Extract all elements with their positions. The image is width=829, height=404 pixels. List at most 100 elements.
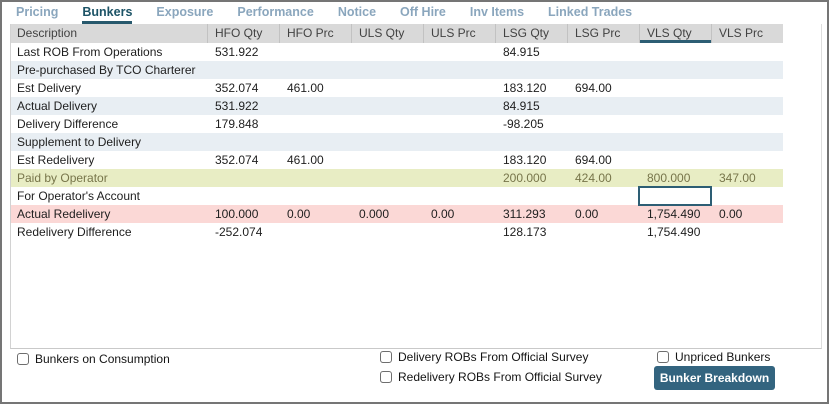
cell-hfo-prc[interactable] [279,43,351,61]
cell-vls-prc[interactable] [711,133,783,151]
cell-uls-prc[interactable] [423,169,495,187]
focused-cell-vls-qty[interactable] [638,186,712,206]
cell-hfo-qty[interactable]: 531.922 [215,99,259,113]
cell-vls-prc[interactable] [711,43,783,61]
cell-hfo-prc[interactable]: 461.00 [287,153,324,167]
cell-hfo-qty[interactable]: -252.074 [215,225,263,239]
checkbox-box[interactable] [380,371,392,383]
cell-uls-prc[interactable] [423,115,495,133]
cell-hfo-prc[interactable]: 461.00 [287,81,324,95]
cell-lsg-qty[interactable] [495,61,567,79]
cell-hfo-prc[interactable]: 0.00 [287,207,311,221]
column-header-hfo-prc[interactable]: HFO Prc [279,24,351,43]
column-header-uls-qty[interactable]: ULS Qty [351,24,423,43]
checkbox-box[interactable] [657,351,669,363]
cell-lsg-prc[interactable]: 0.00 [575,207,599,221]
cell-lsg-prc[interactable] [567,187,639,205]
cell-hfo-qty[interactable] [207,61,279,79]
cell-lsg-qty[interactable]: 128.173 [503,225,547,239]
cell-uls-qty[interactable] [351,187,423,205]
cell-uls-prc[interactable] [423,79,495,97]
column-header-description[interactable]: Description [17,26,78,40]
checkbox-redelivery-robs-official-survey[interactable]: Redelivery ROBs From Official Survey [380,370,602,384]
cell-vls-prc[interactable] [711,97,783,115]
cell-uls-qty[interactable] [351,61,423,79]
cell-vls-prc[interactable] [711,187,783,205]
cell-lsg-prc[interactable]: 424.00 [575,171,612,185]
tab-performance[interactable]: Performance [237,5,314,19]
cell-hfo-prc[interactable] [279,61,351,79]
cell-hfo-qty[interactable] [207,187,279,205]
cell-lsg-prc[interactable] [567,223,639,241]
cell-lsg-prc[interactable] [567,97,639,115]
cell-vls-qty[interactable] [639,43,711,61]
checkbox-bunkers-on-consumption[interactable]: Bunkers on Consumption [17,352,170,366]
column-header-lsg-prc[interactable]: LSG Prc [567,24,639,43]
cell-lsg-qty[interactable]: 84.915 [503,45,540,59]
column-header-vls-qty[interactable]: VLS Qty [639,24,711,43]
tab-inv-items[interactable]: Inv Items [469,5,525,19]
cell-uls-qty[interactable] [351,97,423,115]
cell-hfo-prc[interactable] [279,187,351,205]
cell-vls-qty[interactable] [639,133,711,151]
cell-hfo-qty[interactable]: 179.848 [215,117,259,131]
cell-uls-qty[interactable] [351,79,423,97]
cell-lsg-qty[interactable]: 200.000 [503,171,547,185]
checkbox-box[interactable] [380,351,392,363]
cell-uls-prc[interactable]: 0.00 [431,207,455,221]
cell-vls-qty[interactable]: 1,754.490 [647,225,701,239]
cell-uls-prc[interactable] [423,223,495,241]
tab-bunkers[interactable]: Bunkers [82,5,133,24]
cell-vls-qty[interactable] [639,151,711,169]
cell-hfo-prc[interactable] [279,115,351,133]
cell-vls-prc[interactable] [711,223,783,241]
tab-exposure[interactable]: Exposure [156,5,214,19]
cell-uls-qty[interactable] [351,223,423,241]
cell-vls-prc[interactable] [711,151,783,169]
cell-uls-qty[interactable]: 0.000 [359,207,390,221]
cell-hfo-prc[interactable] [279,133,351,151]
column-header-lsg-qty[interactable]: LSG Qty [495,24,567,43]
cell-hfo-qty[interactable]: 352.074 [215,81,259,95]
cell-hfo-qty[interactable] [207,133,279,151]
cell-lsg-prc[interactable] [567,43,639,61]
cell-vls-prc[interactable]: 347.00 [719,171,756,185]
cell-hfo-qty[interactable]: 352.074 [215,153,259,167]
cell-uls-qty[interactable] [351,169,423,187]
cell-vls-prc[interactable] [711,115,783,133]
cell-uls-qty[interactable] [351,133,423,151]
cell-hfo-qty[interactable]: 531.922 [215,45,259,59]
column-header-hfo-qty[interactable]: HFO Qty [207,24,279,43]
cell-lsg-qty[interactable]: -98.205 [503,117,544,131]
cell-lsg-qty[interactable] [495,187,567,205]
cell-lsg-prc[interactable] [567,115,639,133]
bunker-breakdown-button[interactable]: Bunker Breakdown [654,366,775,390]
checkbox-delivery-robs-official-survey[interactable]: Delivery ROBs From Official Survey [380,350,588,364]
cell-uls-qty[interactable] [351,115,423,133]
cell-vls-prc[interactable] [711,61,783,79]
tab-off-hire[interactable]: Off Hire [400,5,446,19]
cell-vls-qty[interactable] [639,97,711,115]
cell-uls-prc[interactable] [423,97,495,115]
cell-uls-prc[interactable] [423,61,495,79]
tab-notice[interactable]: Notice [337,5,377,19]
cell-lsg-qty[interactable]: 311.293 [503,207,546,221]
column-header-vls-prc[interactable]: VLS Prc [711,24,783,43]
cell-vls-qty[interactable] [639,115,711,133]
cell-hfo-prc[interactable] [279,97,351,115]
cell-lsg-qty[interactable] [495,133,567,151]
cell-lsg-prc[interactable] [567,61,639,79]
tab-linked-trades[interactable]: Linked Trades [548,5,633,19]
cell-vls-qty[interactable]: 800.000 [647,171,691,185]
cell-vls-qty[interactable] [639,61,711,79]
cell-lsg-prc[interactable]: 694.00 [575,81,612,95]
cell-lsg-qty[interactable]: 183.120 [503,81,547,95]
cell-hfo-qty[interactable]: 100.000 [215,207,259,221]
cell-vls-qty[interactable] [639,79,711,97]
cell-hfo-prc[interactable] [279,169,351,187]
cell-lsg-qty[interactable]: 84.915 [503,99,540,113]
cell-uls-prc[interactable] [423,151,495,169]
cell-uls-qty[interactable] [351,43,423,61]
cell-uls-qty[interactable] [351,151,423,169]
checkbox-box[interactable] [17,353,29,365]
